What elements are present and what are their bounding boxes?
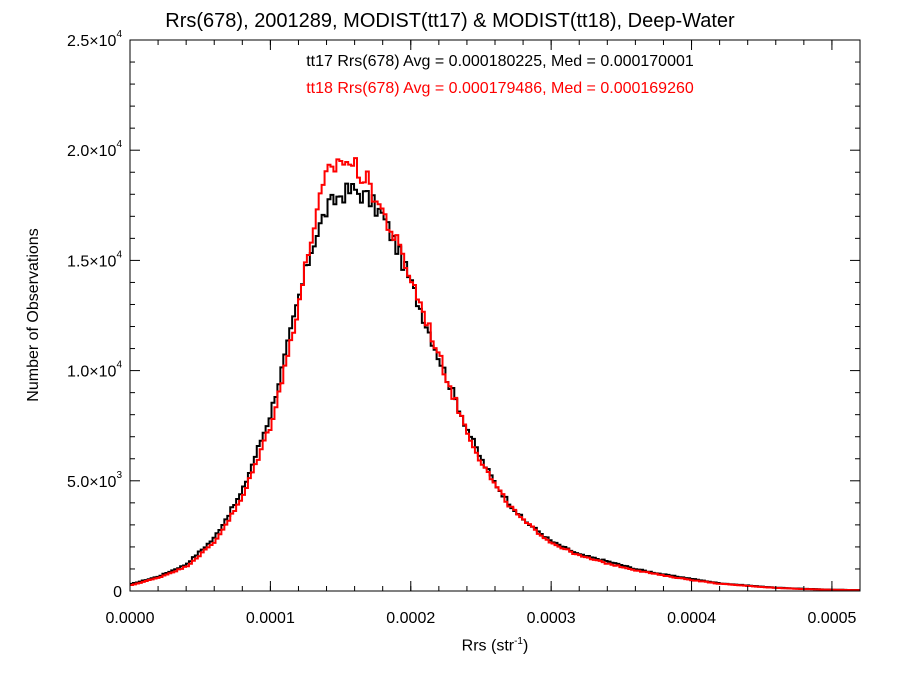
y-tick-label: 2.0×104 xyxy=(67,139,122,160)
x-tick-label: 0.0005 xyxy=(807,610,856,627)
x-tick-label: 0.0002 xyxy=(386,610,435,627)
y-axis-label-text: Number of Observations xyxy=(25,228,42,402)
y-tick-label: 5.0×103 xyxy=(67,470,122,491)
x-tick-label: 0.0000 xyxy=(106,610,155,627)
x-axis-label: Rrs (str-1) xyxy=(0,636,900,655)
x-axis-label-exponent: -1 xyxy=(514,636,523,647)
histogram-series-1 xyxy=(130,182,860,592)
histogram-series-2 xyxy=(130,157,860,592)
x-tick-label: 0.0001 xyxy=(246,610,295,627)
y-tick-label: 1.5×104 xyxy=(67,249,122,270)
plot-frame xyxy=(129,39,861,592)
x-axis-label-main: Rrs (str xyxy=(461,637,515,655)
x-tick-label: 0.0004 xyxy=(667,610,716,627)
y-tick-label: 2.5×104 xyxy=(67,29,122,50)
y-tick-label: 0 xyxy=(113,584,122,601)
annotation-tt18: tt18 Rrs(678) Avg = 0.000179486, Med = 0… xyxy=(306,80,694,97)
chart-title: Rrs(678), 2001289, MODIST(tt17) & MODIST… xyxy=(165,10,735,32)
annotation-tt17: tt17 Rrs(678) Avg = 0.000180225, Med = 0… xyxy=(306,53,694,70)
x-axis-label-close: ) xyxy=(523,637,529,655)
y-tick-label: 1.0×104 xyxy=(67,360,122,381)
x-tick-label: 0.0003 xyxy=(527,610,576,627)
